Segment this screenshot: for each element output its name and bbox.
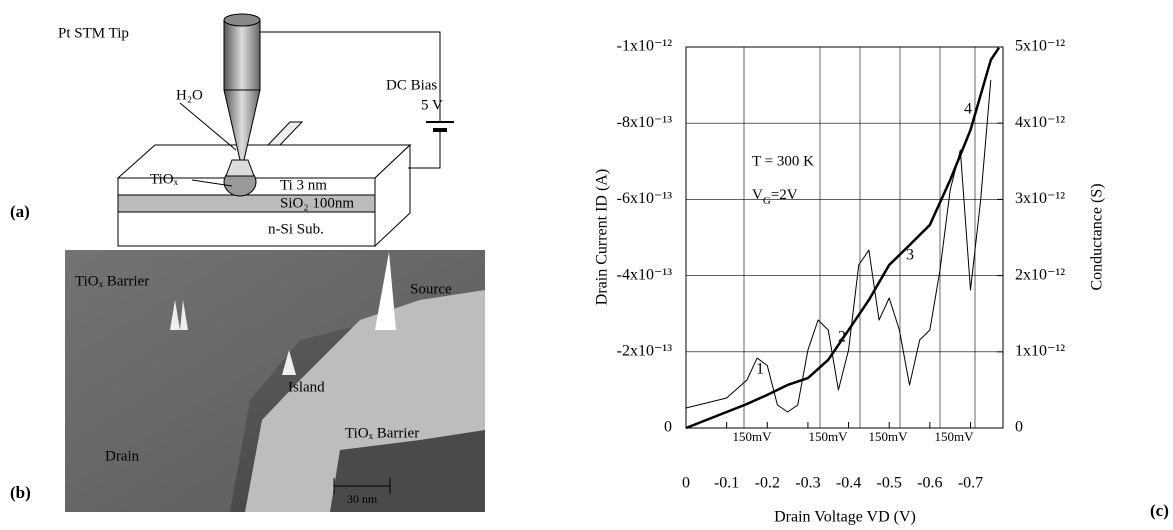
y-axis-label: Drain Current ID (A) xyxy=(594,169,611,305)
series-line xyxy=(685,80,992,413)
y2-tick-label: 2x10⁻¹² xyxy=(1015,266,1065,283)
spacing-label: 150mV xyxy=(869,429,909,444)
gate-voltage-part: G xyxy=(763,195,771,207)
tip-cone xyxy=(223,89,261,161)
panel-b: TiOₓ Barrier Source Island TiOₓ Barrier … xyxy=(10,250,485,512)
region-label: Island xyxy=(288,379,325,395)
pointer xyxy=(179,102,237,151)
layer-label: n-Si Sub. xyxy=(268,221,324,237)
panel-c: Drain Voltage VD (V) Drain Current ID (A… xyxy=(594,38,1169,526)
layer-label: SiO₂ 100nm xyxy=(280,195,354,211)
peak xyxy=(375,252,396,330)
region-label: TiOₓ Barrier xyxy=(75,273,149,289)
peak xyxy=(282,350,296,375)
y-tick-label: -4x10⁻¹³ xyxy=(617,266,673,283)
peak-label: 1 xyxy=(756,361,764,378)
region-label: Drain xyxy=(105,448,140,464)
water-label: H₂O xyxy=(176,87,203,103)
spacing-label: 150mV xyxy=(809,429,849,444)
bias-label: DC Bias xyxy=(386,77,437,93)
tip-top xyxy=(223,13,261,27)
gate-voltage-label: VG=2V xyxy=(752,187,798,206)
y2-tick-label: 4x10⁻¹² xyxy=(1015,114,1065,131)
spacing-label: 150mV xyxy=(935,429,975,444)
region-label: Source xyxy=(410,281,452,297)
panel-label: (a) xyxy=(10,202,30,221)
x-tick-label: -0.4 xyxy=(836,475,861,492)
layer-label: Ti 3 nm xyxy=(280,177,327,193)
y2-axis-label: Conductance (S) xyxy=(1089,183,1106,290)
x-tick-label: -0.2 xyxy=(755,475,780,492)
plot-frame xyxy=(685,46,1004,429)
tip-body xyxy=(223,19,261,91)
pointer xyxy=(191,179,233,187)
x-tick-label: -0.7 xyxy=(958,475,983,492)
temperature-label: T = 300 K xyxy=(752,153,814,169)
oxide-label: TiOₓ xyxy=(150,171,179,187)
peak xyxy=(170,300,188,330)
ridge xyxy=(266,121,304,146)
y2-tick-label: 5x10⁻¹² xyxy=(1015,38,1065,55)
panel-label: (b) xyxy=(10,483,31,502)
panel-a: Pt STM Tip DC Bias 5 V H₂O TiOₓ Ti 3 nm … xyxy=(10,13,454,248)
series-line xyxy=(685,47,1000,430)
scale-label: 30 nm xyxy=(347,492,378,506)
wire xyxy=(408,130,441,169)
panel-label: (c) xyxy=(1150,501,1169,520)
tip-label: Pt STM Tip xyxy=(58,25,129,41)
peak-label: 3 xyxy=(906,247,914,264)
y-tick-label: -1x10⁻¹² xyxy=(617,38,673,55)
spacing-label: 150mV xyxy=(733,429,773,444)
y-tick-label: -2x10⁻¹³ xyxy=(617,342,673,359)
x-tick-label: -0.5 xyxy=(877,475,902,492)
wire xyxy=(260,31,441,122)
y-tick-label: -6x10⁻¹³ xyxy=(617,190,673,207)
x-tick-label: -0.1 xyxy=(714,475,739,492)
gate-voltage-part: =2V xyxy=(771,187,798,203)
y-tick-label: 0 xyxy=(664,419,672,436)
y2-tick-label: 1x10⁻¹² xyxy=(1015,342,1065,359)
x-axis-label: Drain Voltage VD (V) xyxy=(774,509,916,526)
peak-label: 2 xyxy=(838,329,846,346)
surface-region xyxy=(330,430,485,512)
gate-voltage-part: V xyxy=(752,187,763,203)
y-tick-label: -8x10⁻¹³ xyxy=(617,114,673,131)
x-tick-label: 0 xyxy=(682,475,690,492)
x-tick-label: -0.3 xyxy=(795,475,820,492)
region-label: TiOₓ Barrier xyxy=(345,425,419,441)
x-tick-label: -0.6 xyxy=(917,475,942,492)
si-layer xyxy=(117,211,376,247)
bias-voltage: 5 V xyxy=(421,97,443,113)
y2-tick-label: 0 xyxy=(1015,419,1023,436)
peak-label: 4 xyxy=(964,101,972,118)
block-side xyxy=(374,143,411,248)
y2-tick-label: 3x10⁻¹² xyxy=(1015,190,1065,207)
